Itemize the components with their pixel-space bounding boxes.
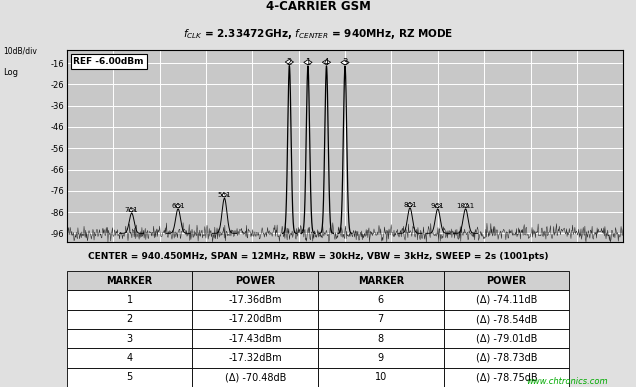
Polygon shape: [304, 60, 312, 65]
Polygon shape: [221, 193, 228, 197]
Text: $f_{CLK}$ = 2.33472GHz, $f_{CENTER}$ = 940MHz, RZ MODE: $f_{CLK}$ = 2.33472GHz, $f_{CENTER}$ = 9…: [183, 27, 453, 41]
Polygon shape: [462, 204, 469, 208]
Text: www.chtronics.com: www.chtronics.com: [527, 377, 608, 386]
Text: 5Δ1: 5Δ1: [218, 192, 232, 198]
Polygon shape: [434, 204, 441, 208]
Text: REF -6.00dBm: REF -6.00dBm: [74, 57, 144, 66]
Polygon shape: [175, 204, 181, 208]
Text: 2: 2: [287, 58, 292, 67]
Text: 4-CARRIER GSM: 4-CARRIER GSM: [266, 0, 370, 13]
Text: 10dB/div: 10dB/div: [3, 46, 38, 55]
Text: 9Δ1: 9Δ1: [431, 203, 445, 209]
Polygon shape: [128, 208, 135, 212]
Polygon shape: [285, 60, 294, 65]
Text: 1: 1: [305, 58, 310, 67]
Polygon shape: [341, 60, 349, 65]
Polygon shape: [322, 60, 331, 65]
Polygon shape: [406, 202, 413, 207]
Text: CENTER = 940.450MHz, SPAN = 12MHz, RBW = 30kHz, VBW = 3kHz, SWEEP = 2s (1001pts): CENTER = 940.450MHz, SPAN = 12MHz, RBW =…: [88, 252, 548, 261]
Text: 4: 4: [324, 58, 329, 67]
Text: 10Δ1: 10Δ1: [457, 203, 474, 209]
Text: 7Δ1: 7Δ1: [125, 207, 139, 213]
Text: 8Δ1: 8Δ1: [403, 202, 417, 208]
Text: 3: 3: [342, 58, 348, 67]
Text: Log: Log: [3, 68, 18, 77]
Text: 6Δ1: 6Δ1: [171, 203, 185, 209]
